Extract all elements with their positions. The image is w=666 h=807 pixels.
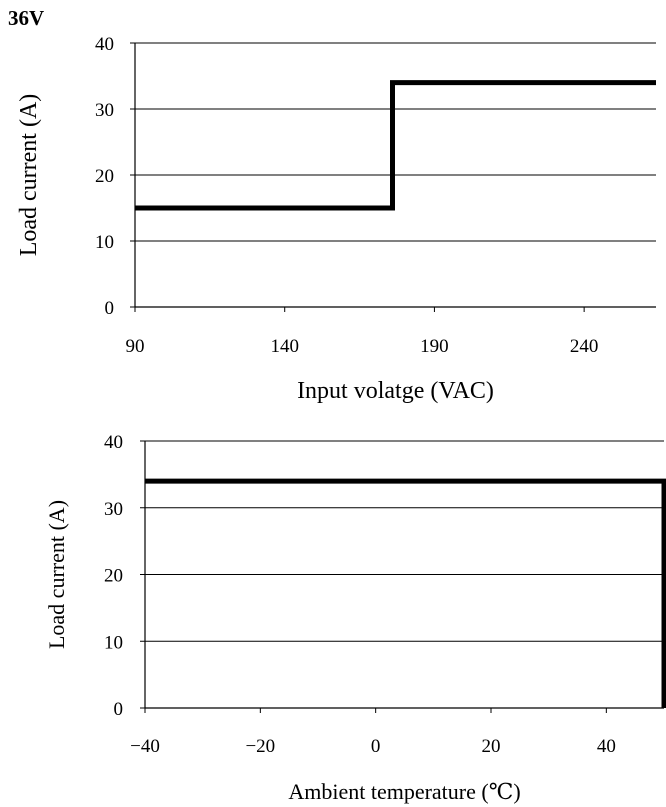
x-tick-label: 140	[270, 336, 299, 357]
y-tick-label: 10	[95, 232, 114, 253]
chart-1: 0 10 20 30 40 90 140 190 240 Input volatge (VAC) L…	[16, 34, 656, 404]
series-line	[135, 80, 656, 211]
x-tick-label: 20	[482, 736, 501, 757]
y-axis-title: Load current (A)	[44, 500, 69, 649]
x-axis-title: Ambient temperature (℃)	[288, 779, 520, 804]
series-line	[145, 478, 666, 708]
x-tick-label: 190	[420, 336, 449, 357]
y-tick-label: 10	[104, 632, 123, 653]
y-tick-label: 20	[95, 166, 114, 187]
x-tick-label: −40	[130, 736, 160, 757]
y-tick-label: 0	[105, 298, 115, 319]
y-tick-label: 20	[104, 566, 123, 587]
y-axis-title: Load current (A)	[16, 94, 42, 257]
x-tick-label: −20	[245, 736, 275, 757]
x-tick-label: 0	[371, 736, 381, 757]
x-tick-label: 90	[126, 336, 145, 357]
y-tick-label: 40	[104, 432, 123, 453]
y-tick-label: 0	[114, 699, 124, 720]
x-tick-label: 40	[597, 736, 616, 757]
y-tick-label: 30	[95, 100, 114, 121]
chart-2: 0 10 20 30 40 −40 −20 0 20 40 Ambient temperature …	[44, 432, 666, 804]
y-tick-label: 30	[104, 499, 123, 520]
page-title: 36V	[8, 6, 45, 30]
y-tick-label: 40	[95, 34, 114, 55]
x-tick-label: 240	[570, 336, 599, 357]
x-axis-title: Input volatge (VAC)	[297, 378, 494, 404]
